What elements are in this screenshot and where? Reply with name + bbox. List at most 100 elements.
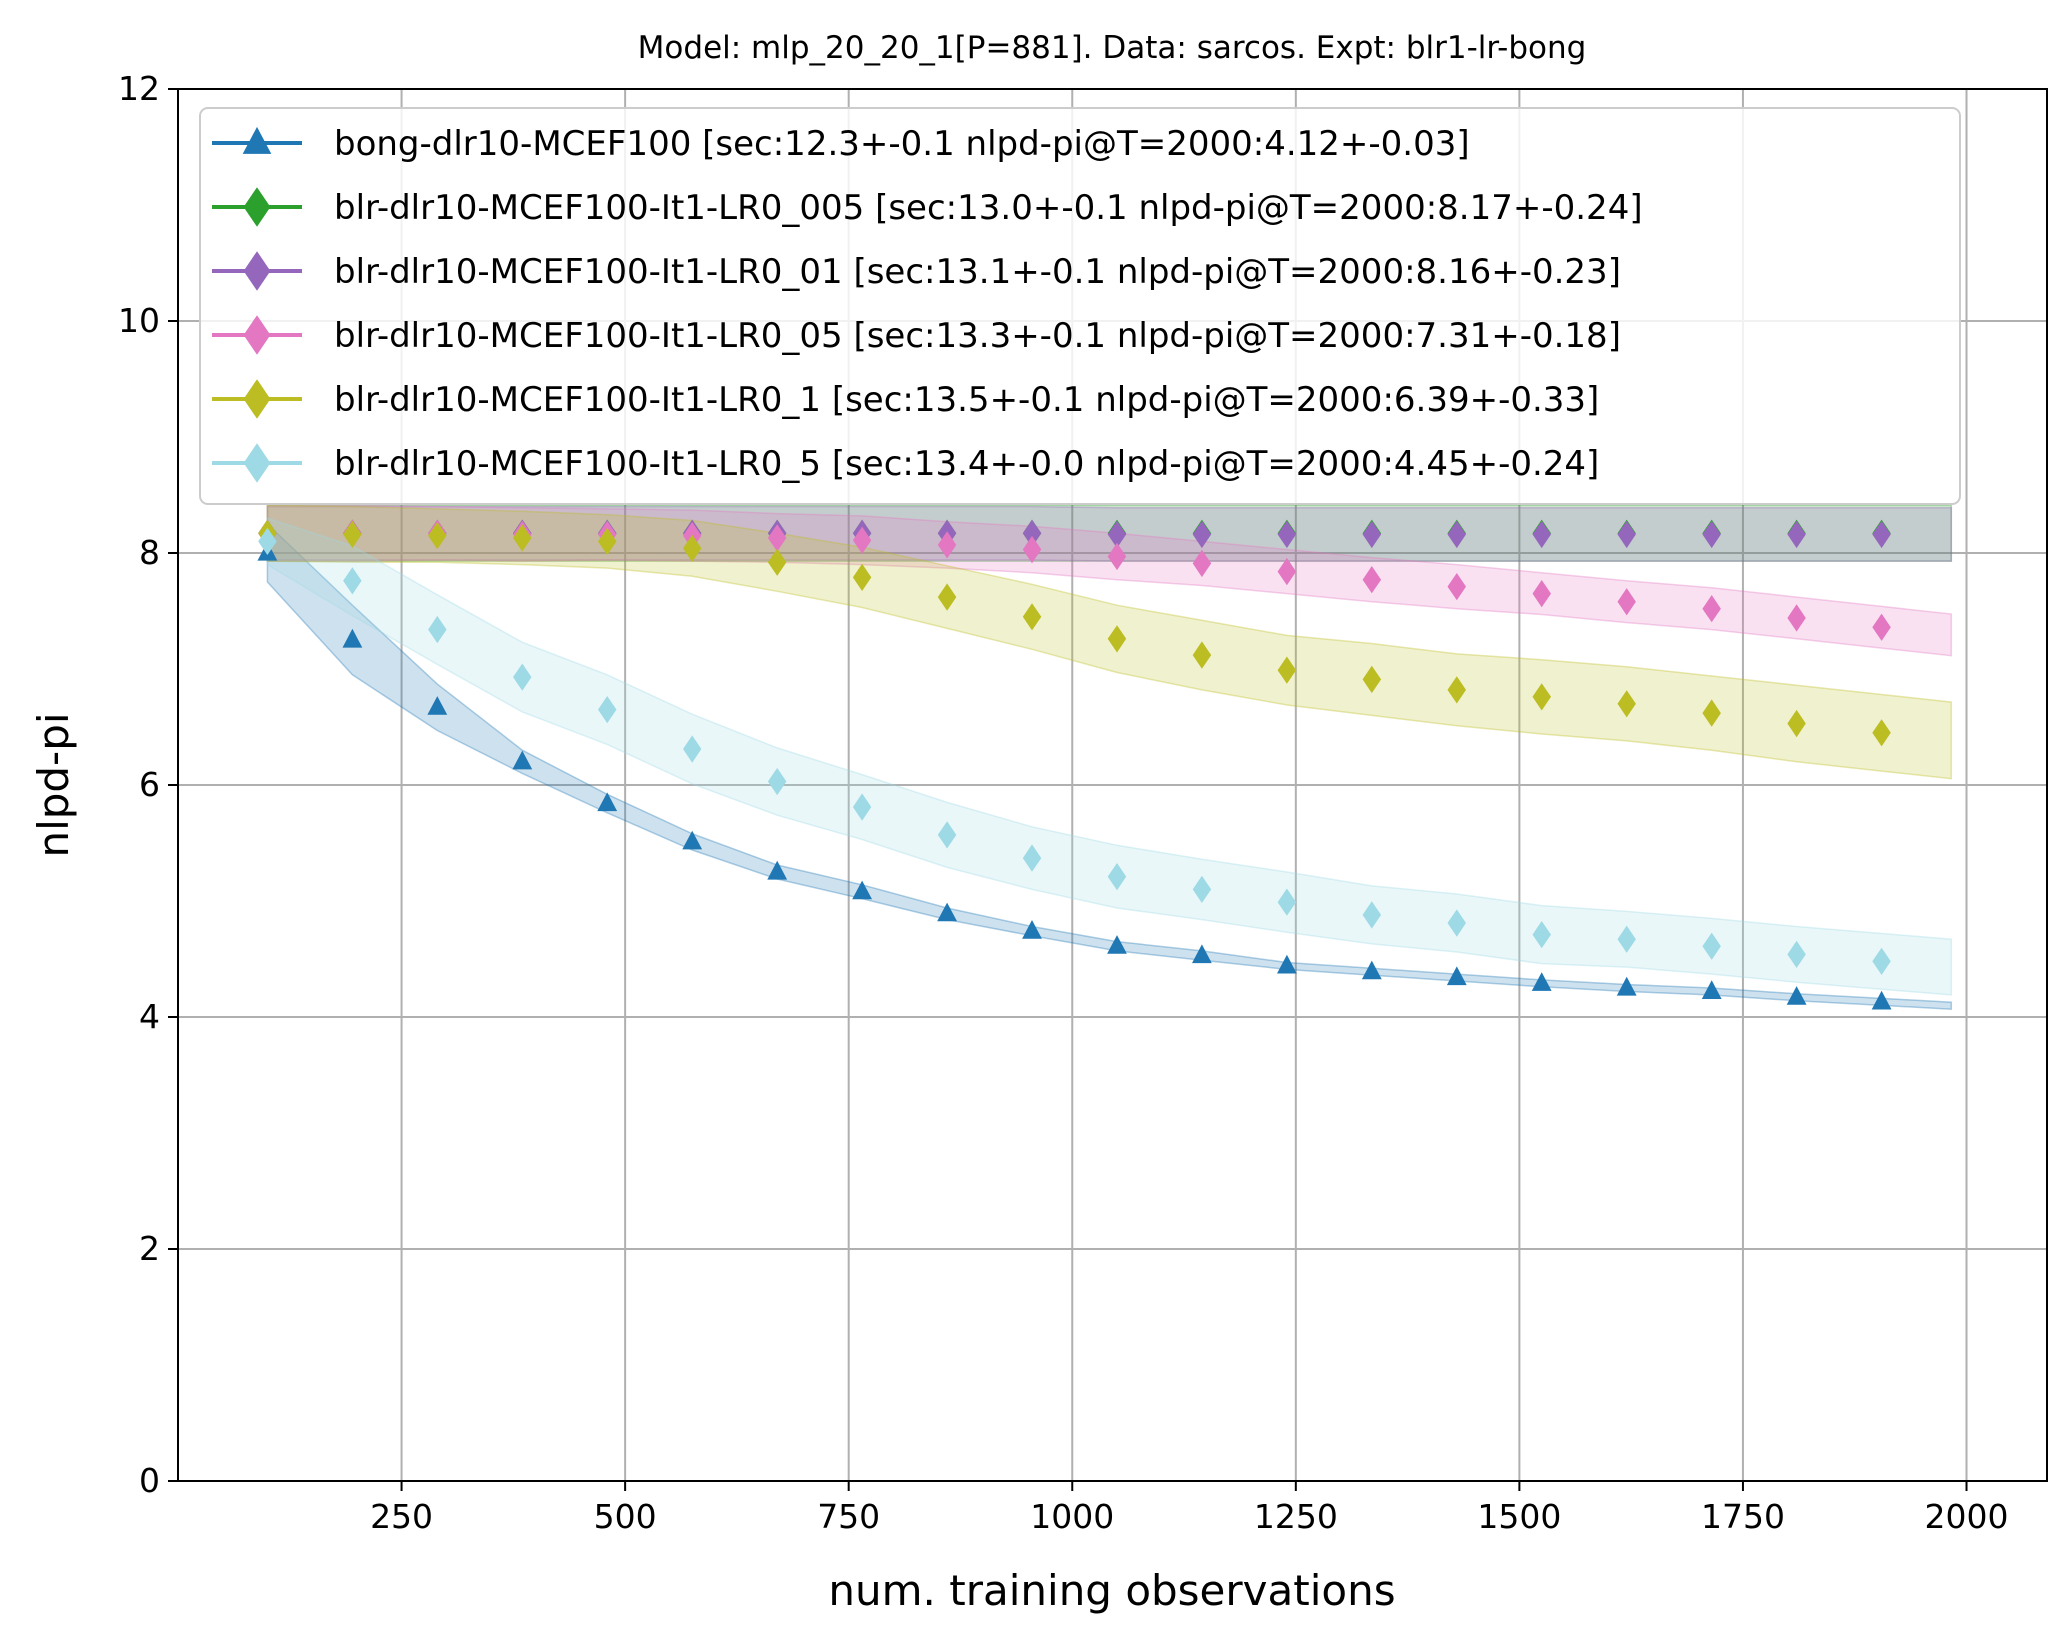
diamond-marker [1787, 709, 1806, 738]
diamond-marker [1192, 875, 1212, 903]
diamond-marker [1617, 520, 1636, 549]
x-axis-label: num. training observations [828, 1566, 1395, 1615]
diamond-marker [1362, 901, 1382, 929]
y-axis-label: nlpd-pi [29, 712, 78, 857]
legend-box [199, 107, 1961, 505]
diamond-marker [343, 520, 362, 549]
diamond-marker [1192, 520, 1212, 549]
diamond-marker [1107, 863, 1127, 891]
diamond-marker [1362, 665, 1382, 694]
diamond-marker [258, 527, 277, 555]
x-tick-label: 1000 [1030, 1497, 1114, 1536]
y-tick-label: 12 [118, 69, 160, 108]
confidence-band [266, 517, 1953, 996]
diamond-marker [852, 563, 872, 591]
triangle-marker [1786, 986, 1807, 1005]
diamond-marker [683, 735, 702, 763]
triangle-marker [512, 750, 533, 770]
diamond-marker [1107, 520, 1127, 549]
x-tick-label: 2000 [1925, 1497, 2009, 1536]
diamond-marker [1022, 535, 1042, 564]
legend-label: blr-dlr10-MCEF100-It1-LR0_5 [sec:13.4+-0… [334, 444, 1599, 484]
diamond-marker [1872, 520, 1891, 549]
diamond-marker [1702, 932, 1721, 960]
diamond-marker [513, 663, 532, 691]
x-tick-label: 1250 [1254, 1497, 1338, 1536]
diamond-marker [1107, 542, 1127, 571]
legend-marker [243, 315, 271, 355]
axis-ticks: 250 500 750 1000 1250 1500 1750 2000 0 2 4 6 8 10 12 [118, 69, 2009, 1536]
triangle-marker [767, 860, 788, 880]
triangle-marker [1616, 976, 1637, 996]
triangle-marker [1531, 972, 1552, 991]
diamond-marker [1702, 699, 1721, 727]
diamond-marker [1277, 557, 1297, 586]
triangle-marker [342, 628, 363, 648]
diamond-marker [1277, 520, 1297, 549]
diamond-marker [1872, 719, 1891, 747]
triangle-marker [1361, 960, 1382, 980]
diamond-marker [1022, 844, 1042, 872]
legend-label: blr-dlr10-MCEF100-It1-LR0_01 [sec:13.1+-… [334, 252, 1621, 292]
y-tick-label: 4 [139, 997, 160, 1036]
triangle-marker [1022, 920, 1042, 939]
diamond-marker [1447, 676, 1466, 704]
diamond-marker [1702, 595, 1721, 623]
y-tick-label: 8 [139, 533, 160, 572]
diamond-marker [1447, 573, 1466, 601]
data-markers [257, 519, 1892, 1010]
diamond-marker [1447, 909, 1466, 937]
chart-title: Model: mlp_20_20_1[P=881]. Data: sarcos.… [638, 30, 1587, 66]
triangle-marker [597, 792, 618, 812]
diamond-marker [767, 548, 787, 576]
triangle-marker [427, 696, 448, 715]
triangle-marker [1277, 954, 1297, 974]
legend-marker [243, 187, 271, 227]
diamond-marker [937, 821, 957, 849]
triangle-marker [682, 830, 703, 850]
diamond-marker [1617, 588, 1636, 616]
diamond-marker [852, 526, 872, 554]
y-tick-label: 6 [139, 765, 160, 804]
legend-label: blr-dlr10-MCEF100-It1-LR0_1 [sec:13.5+-0… [334, 380, 1599, 420]
legend-marker [243, 379, 271, 419]
x-tick-label: 250 [370, 1497, 433, 1536]
diamond-marker [343, 567, 362, 595]
diamond-marker [1872, 613, 1891, 641]
diamond-marker [1532, 520, 1551, 549]
diamond-marker [1107, 625, 1127, 653]
diamond-marker [1192, 641, 1212, 669]
diamond-marker [1532, 683, 1551, 711]
diamond-marker [1787, 940, 1806, 968]
diamond-marker [1447, 520, 1466, 549]
diamond-marker [937, 531, 957, 559]
diamond-marker [1362, 520, 1382, 549]
diamond-marker [1192, 549, 1212, 578]
triangle-marker [1192, 944, 1212, 964]
diamond-marker [767, 524, 787, 552]
diamond-marker [428, 615, 447, 644]
diamond-marker [1532, 580, 1551, 608]
diamond-marker [937, 583, 957, 611]
diamond-marker [1532, 921, 1551, 949]
legend-entries: bong-dlr10-MCEF100 [sec:12.3+-0.1 nlpd-p… [212, 124, 1643, 484]
legend: bong-dlr10-MCEF100 [sec:12.3+-0.1 nlpd-p… [199, 107, 1961, 505]
legend-label: blr-dlr10-MCEF100-It1-LR0_005 [sec:13.0+… [334, 188, 1643, 228]
diamond-marker [1277, 656, 1297, 684]
diamond-marker [683, 534, 702, 562]
x-tick-label: 750 [817, 1497, 880, 1536]
y-tick-label: 2 [139, 1229, 160, 1268]
triangle-marker [1871, 990, 1892, 1010]
triangle-marker [1701, 980, 1722, 999]
legend-label: blr-dlr10-MCEF100-It1-LR0_05 [sec:13.3+-… [334, 316, 1621, 356]
diamond-marker [1872, 947, 1891, 975]
diamond-marker [1702, 520, 1721, 549]
x-tick-label: 500 [594, 1497, 657, 1536]
diamond-marker [1022, 519, 1042, 547]
diamond-marker [767, 767, 787, 796]
triangle-marker [852, 880, 872, 900]
legend-marker [243, 443, 271, 483]
diamond-marker [428, 522, 447, 550]
triangle-marker [1446, 966, 1467, 986]
